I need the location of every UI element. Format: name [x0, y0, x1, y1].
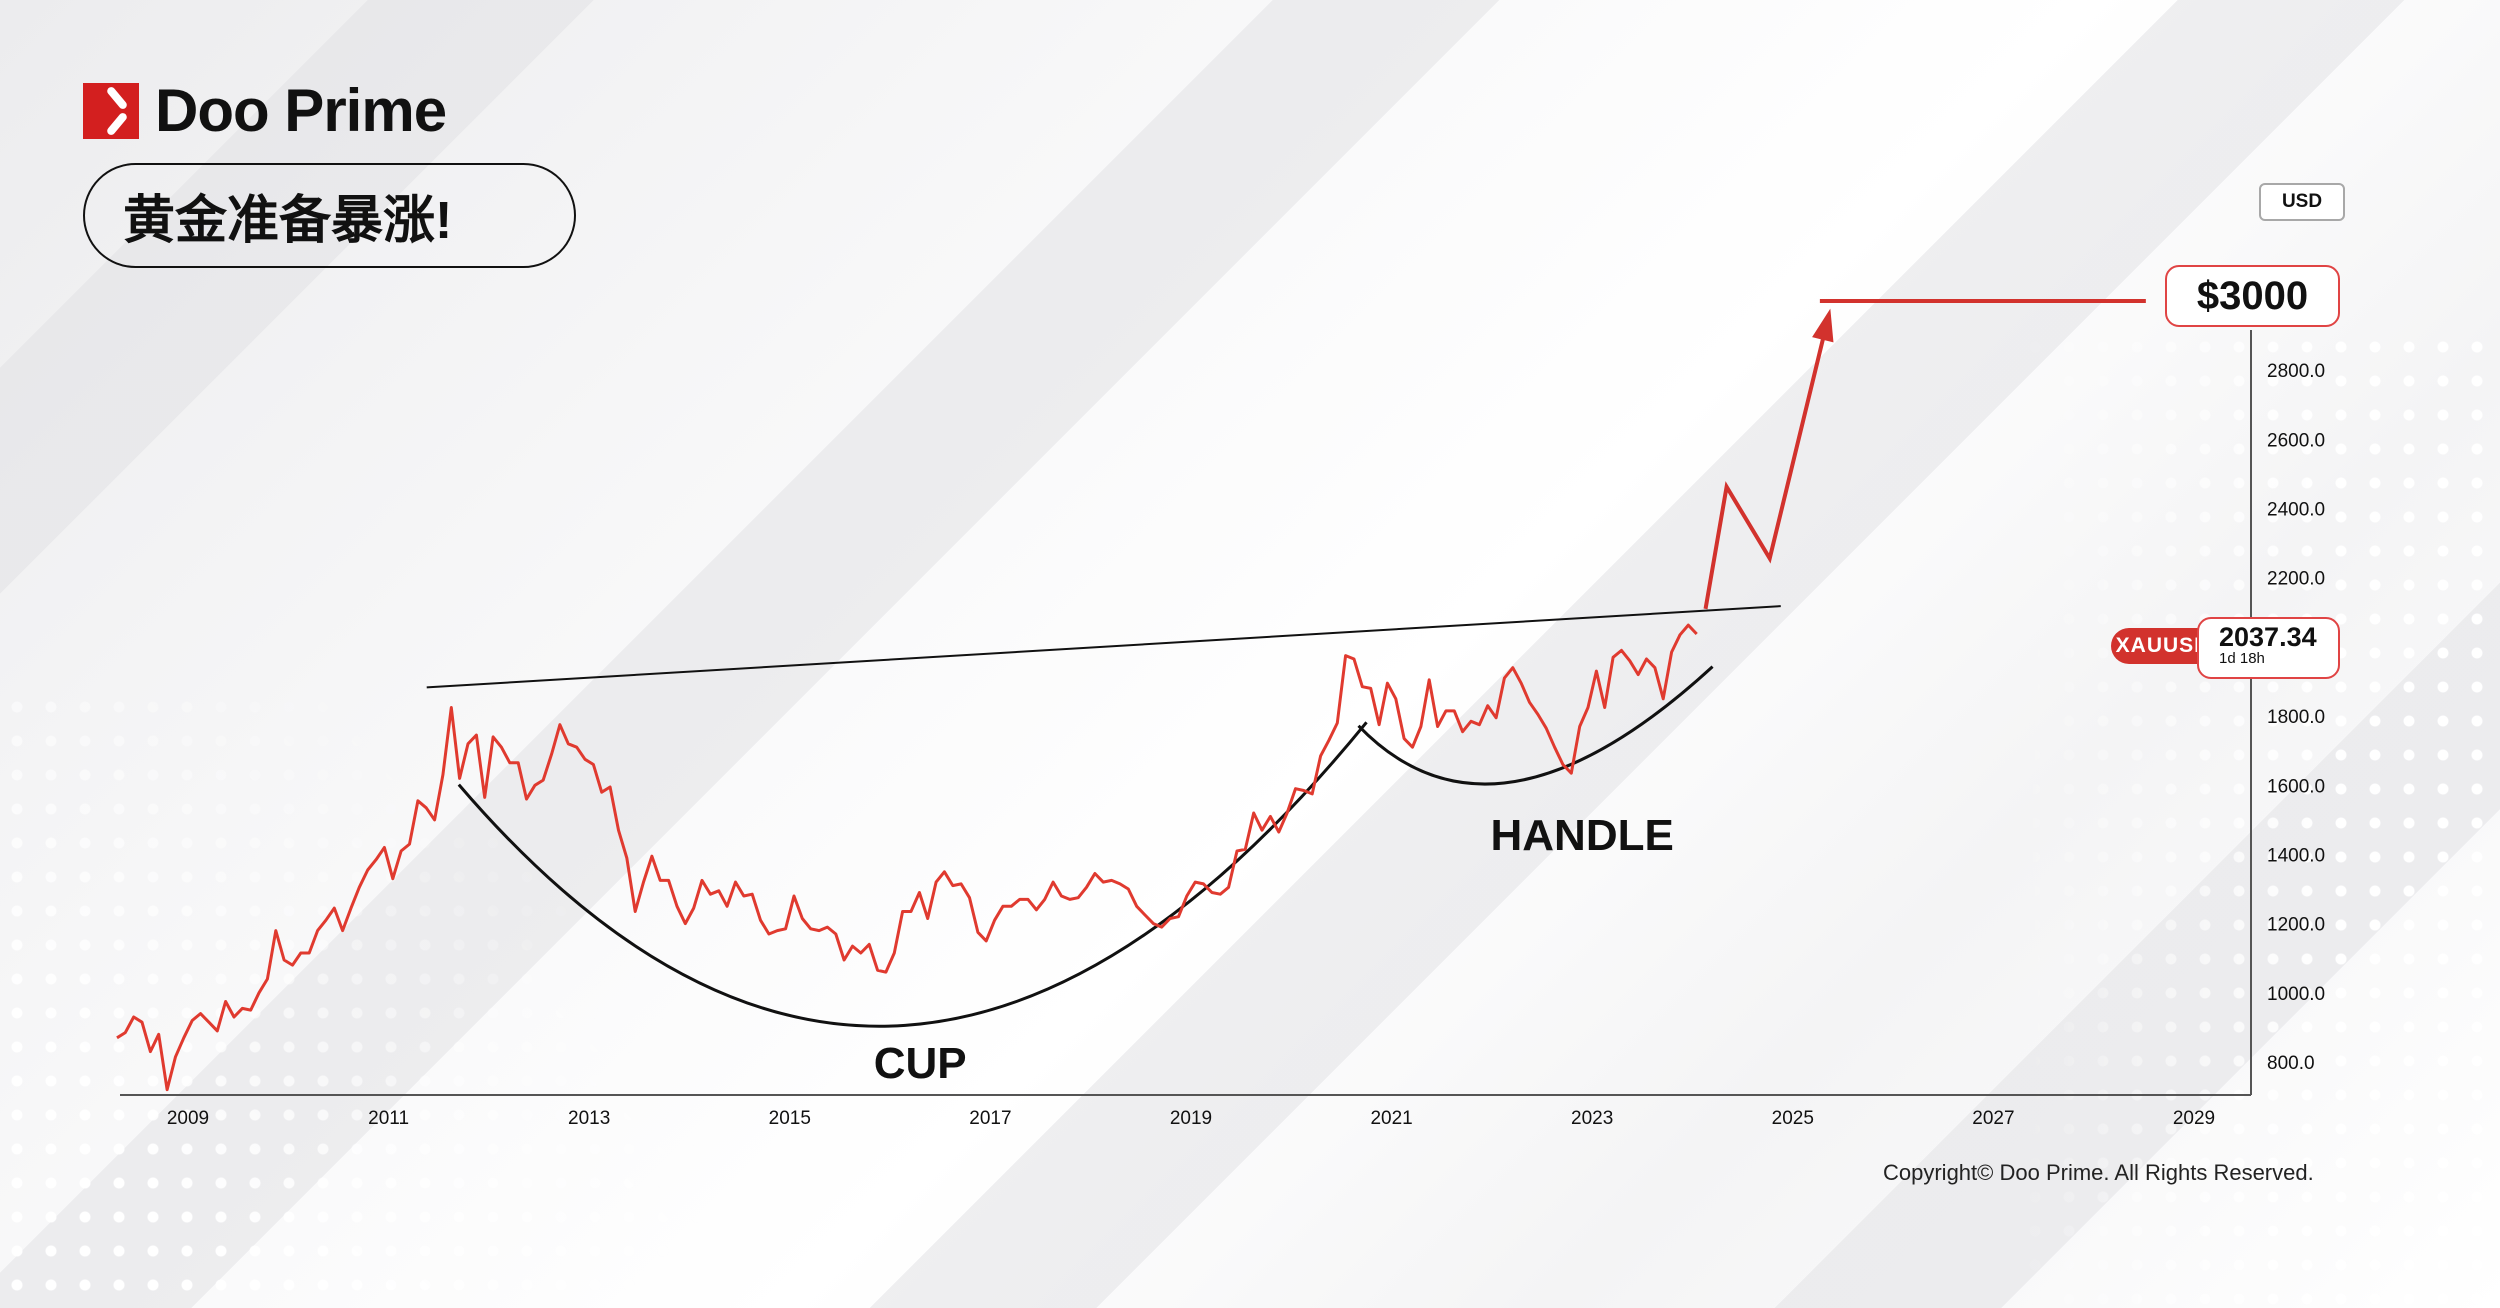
copyright: Copyright© Doo Prime. All Rights Reserve… — [1883, 1160, 2314, 1185]
current-price: 2037.34 — [2219, 622, 2317, 652]
y-tick-label: 1800.0 — [2267, 707, 2325, 728]
y-tick-label: 2600.0 — [2267, 430, 2325, 451]
axes: 2009 2011 2013 2015 2017 2019 2021 2023 2025 2027… — [120, 330, 2325, 1129]
y-tick-label: 2400.0 — [2267, 500, 2325, 521]
projection-line — [1703, 314, 1831, 610]
bar-countdown: 1d 18h — [2219, 650, 2265, 667]
y-tick-label: 1000.0 — [2267, 984, 2325, 1005]
y-tick-label: 1600.0 — [2267, 776, 2325, 797]
target-price-label: $3000 — [2165, 265, 2340, 327]
price-series-line — [116, 623, 1698, 1092]
handle-label: HANDLE — [1491, 811, 1674, 860]
x-tick-label: 2027 — [1972, 1108, 2014, 1129]
x-tick-label: 2009 — [167, 1108, 209, 1129]
x-tick-label: 2017 — [969, 1108, 1011, 1129]
resistance-line — [426, 605, 1781, 689]
x-tick-label: 2011 — [368, 1108, 409, 1129]
x-tick-label: 2023 — [1571, 1108, 1613, 1129]
brand-logo: Doo Prime — [83, 77, 447, 144]
cup-label: CUP — [874, 1039, 967, 1088]
x-tick-label: 2015 — [769, 1108, 811, 1129]
y-tick-label: 1200.0 — [2267, 915, 2325, 936]
arrow-head-icon — [1812, 308, 1834, 343]
annotations — [116, 299, 2146, 1090]
handle-arc — [1357, 665, 1714, 786]
background-dots — [1950, 330, 2500, 1308]
current-price-box: 2037.34 1d 18h — [2197, 617, 2340, 679]
cup-arc — [457, 721, 1368, 1028]
y-tick-label: 2200.0 — [2267, 569, 2325, 590]
x-tick-label: 2019 — [1170, 1108, 1212, 1129]
x-tick-label: 2029 — [2173, 1108, 2215, 1129]
x-tick-label: 2025 — [1772, 1108, 1814, 1129]
y-tick-label: 1400.0 — [2267, 845, 2325, 866]
background-dots — [0, 690, 720, 1308]
y-tick-label: 2800.0 — [2267, 361, 2325, 382]
x-tick-label: 2013 — [568, 1108, 610, 1129]
currency-button[interactable]: USD — [2259, 183, 2345, 221]
logo-icon — [83, 83, 139, 139]
page-title: 黄金准备暴涨! — [83, 163, 576, 268]
brand-name: Doo Prime — [155, 77, 447, 144]
y-tick-label: 800.0 — [2267, 1053, 2315, 1074]
x-tick-label: 2021 — [1370, 1108, 1412, 1129]
